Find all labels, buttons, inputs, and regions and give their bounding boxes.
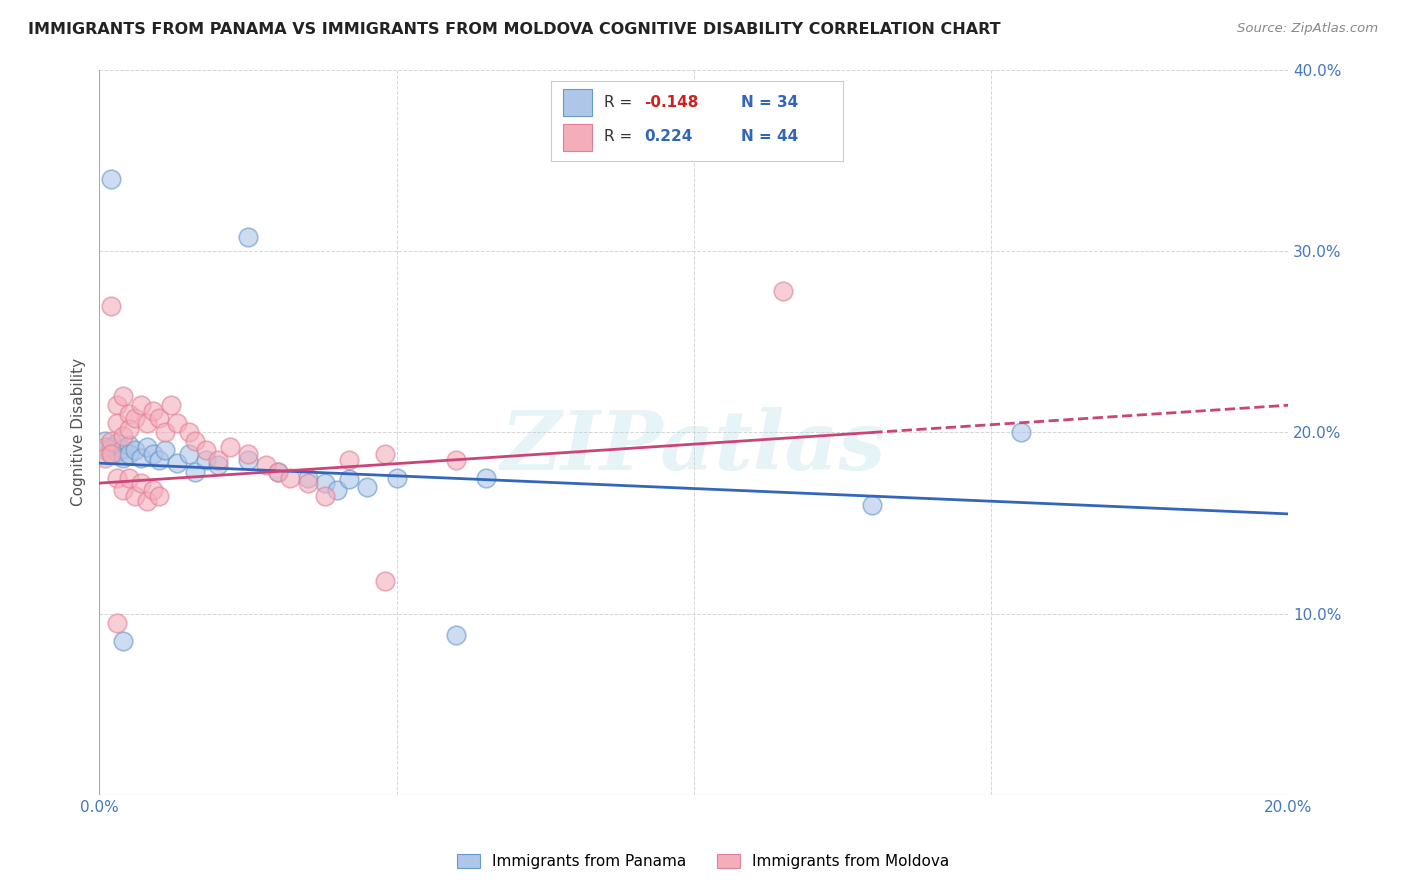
- Point: [297, 471, 319, 485]
- Point: [118, 422, 141, 436]
- Point: [236, 447, 259, 461]
- Point: [136, 494, 159, 508]
- Point: [153, 443, 176, 458]
- Y-axis label: Cognitive Disability: Cognitive Disability: [72, 359, 86, 507]
- Point: [374, 447, 396, 461]
- Point: [124, 410, 146, 425]
- Point: [207, 458, 229, 472]
- Point: [356, 480, 378, 494]
- Point: [195, 452, 218, 467]
- Point: [177, 447, 200, 461]
- Point: [254, 458, 277, 472]
- Point: [236, 229, 259, 244]
- Point: [112, 450, 135, 465]
- Point: [860, 498, 883, 512]
- Point: [100, 447, 122, 461]
- Point: [219, 440, 242, 454]
- Point: [183, 465, 205, 479]
- Point: [148, 489, 170, 503]
- Point: [129, 450, 152, 465]
- Point: [148, 452, 170, 467]
- Point: [105, 445, 128, 459]
- Point: [129, 398, 152, 412]
- Point: [100, 434, 122, 449]
- Point: [100, 171, 122, 186]
- Point: [267, 465, 290, 479]
- Point: [278, 471, 301, 485]
- Point: [444, 628, 467, 642]
- Point: [118, 471, 141, 485]
- Legend: Immigrants from Panama, Immigrants from Moldova: Immigrants from Panama, Immigrants from …: [451, 848, 955, 875]
- Point: [326, 483, 349, 498]
- Point: [105, 615, 128, 630]
- Point: [166, 456, 188, 470]
- Point: [105, 471, 128, 485]
- Point: [105, 436, 128, 450]
- Point: [129, 476, 152, 491]
- Point: [105, 398, 128, 412]
- Text: Source: ZipAtlas.com: Source: ZipAtlas.com: [1237, 22, 1378, 36]
- Text: IMMIGRANTS FROM PANAMA VS IMMIGRANTS FROM MOLDOVA COGNITIVE DISABILITY CORRELATI: IMMIGRANTS FROM PANAMA VS IMMIGRANTS FRO…: [28, 22, 1001, 37]
- Point: [444, 452, 467, 467]
- Point: [159, 398, 181, 412]
- Point: [118, 447, 141, 461]
- Point: [337, 452, 360, 467]
- Point: [112, 429, 135, 443]
- Point: [112, 633, 135, 648]
- Point: [136, 417, 159, 431]
- Point: [105, 417, 128, 431]
- Point: [1010, 425, 1032, 440]
- Point: [314, 476, 336, 491]
- Point: [297, 476, 319, 491]
- Point: [118, 438, 141, 452]
- Point: [94, 434, 117, 449]
- Point: [148, 410, 170, 425]
- Point: [314, 489, 336, 503]
- Point: [100, 447, 122, 461]
- Point: [100, 299, 122, 313]
- Point: [100, 440, 122, 454]
- Point: [94, 450, 117, 465]
- Point: [772, 284, 794, 298]
- Point: [112, 483, 135, 498]
- Point: [112, 442, 135, 456]
- Point: [124, 443, 146, 458]
- Point: [207, 452, 229, 467]
- Text: ZIPatlas: ZIPatlas: [501, 407, 887, 487]
- Point: [374, 574, 396, 588]
- Point: [267, 465, 290, 479]
- Point: [337, 473, 360, 487]
- Point: [142, 403, 165, 417]
- Point: [385, 471, 408, 485]
- Point: [112, 389, 135, 403]
- Point: [142, 483, 165, 498]
- Point: [136, 440, 159, 454]
- Point: [177, 425, 200, 440]
- Point: [195, 443, 218, 458]
- Point: [475, 471, 498, 485]
- Point: [118, 407, 141, 421]
- Point: [166, 417, 188, 431]
- Point: [153, 425, 176, 440]
- Point: [236, 452, 259, 467]
- Point: [94, 440, 117, 454]
- Point: [124, 489, 146, 503]
- Point: [183, 434, 205, 449]
- Point: [94, 443, 117, 458]
- Point: [142, 447, 165, 461]
